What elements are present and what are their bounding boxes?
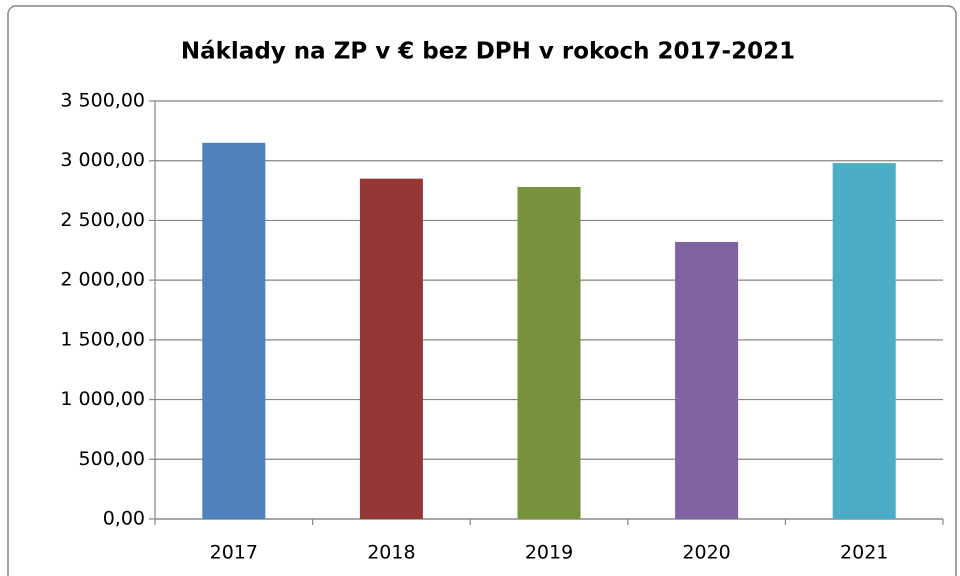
y-tick-label: 1 500,00 xyxy=(60,328,145,350)
x-tick-label: 2020 xyxy=(682,542,730,564)
chart-title: Náklady na ZP v € bez DPH v rokoch 2017-… xyxy=(181,39,795,65)
bar xyxy=(675,241,739,519)
x-tick-label: 2019 xyxy=(525,542,573,564)
bar xyxy=(832,163,896,520)
y-tick-label: 0,00 xyxy=(103,508,145,530)
y-tick-label: 2 500,00 xyxy=(60,209,145,231)
y-tick-label: 500,00 xyxy=(79,448,145,470)
bar xyxy=(517,186,581,519)
x-tick-label: 2018 xyxy=(367,542,415,564)
y-tick-label: 3 000,00 xyxy=(60,149,145,171)
x-tick-label: 2017 xyxy=(210,542,258,564)
y-tick-label: 3 500,00 xyxy=(60,90,145,112)
y-tick-label: 1 000,00 xyxy=(60,388,145,410)
bar xyxy=(202,142,266,520)
bar xyxy=(359,178,423,519)
chart-border xyxy=(7,5,957,576)
x-tick-label: 2021 xyxy=(840,542,888,564)
y-tick-label: 2 000,00 xyxy=(60,269,145,291)
